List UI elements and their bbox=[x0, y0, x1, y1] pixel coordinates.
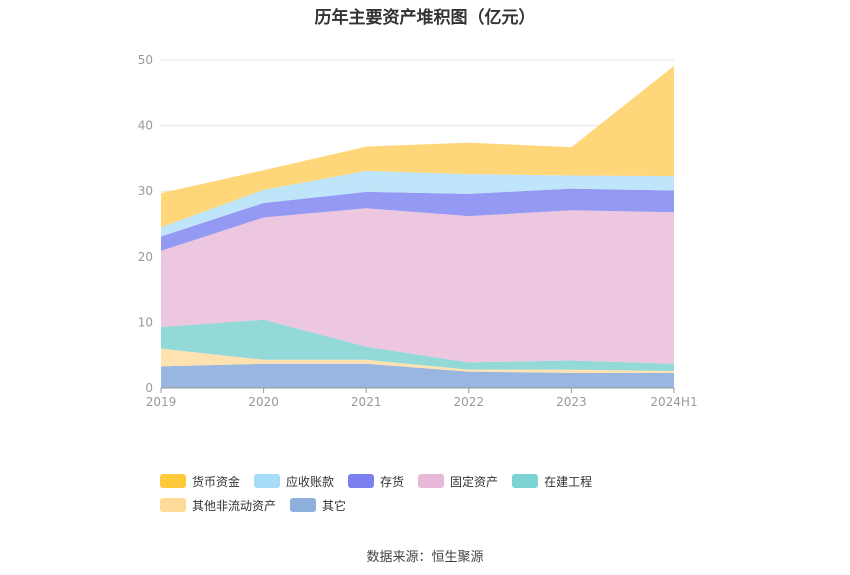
legend-item[interactable]: 在建工程 bbox=[512, 473, 592, 489]
x-tick-label: 2020 bbox=[248, 395, 279, 409]
legend-label: 其他非流动资产 bbox=[192, 498, 277, 513]
axes: 0 10 20 30 40 50 2019 2020 2021 2022 2023 2024H1 bbox=[138, 53, 698, 409]
chart-title: 历年主要资产堆积图（亿元） bbox=[314, 8, 536, 28]
legend-swatch bbox=[160, 474, 186, 488]
legend-swatch bbox=[418, 474, 445, 488]
x-tick-label: 2024H1 bbox=[650, 395, 697, 409]
x-tick-label: 2021 bbox=[351, 395, 382, 409]
x-tick-label: 2023 bbox=[556, 395, 587, 409]
area-series bbox=[161, 188, 674, 251]
legend-label: 存货 bbox=[380, 474, 405, 489]
source-note: 数据来源：恒生聚源 bbox=[366, 550, 484, 565]
area-series bbox=[161, 170, 674, 237]
y-tick-label: 40 bbox=[138, 119, 153, 133]
legend-item[interactable]: 存货 bbox=[348, 473, 404, 489]
area-series bbox=[161, 348, 674, 373]
x-tick-label: 2022 bbox=[454, 395, 485, 409]
y-tick-label: 0 bbox=[145, 381, 153, 395]
legend: 货币资金 应收账款 存货 固定资产 在建工程其他非流动资产 其它 bbox=[160, 473, 720, 521]
area-series bbox=[161, 208, 674, 364]
y-tick-label: 10 bbox=[138, 315, 153, 329]
legend-swatch bbox=[254, 474, 281, 488]
legend-label: 固定资产 bbox=[450, 474, 499, 489]
legend-item[interactable]: 固定资产 bbox=[418, 473, 498, 489]
y-tick-label: 50 bbox=[138, 53, 153, 67]
legend-item[interactable]: 其他非流动资产 bbox=[160, 497, 276, 513]
legend-item[interactable]: 其它 bbox=[290, 497, 346, 513]
legend-item[interactable]: 货币资金 bbox=[160, 473, 240, 489]
area-series bbox=[161, 363, 674, 388]
area-series bbox=[161, 319, 674, 371]
legend-swatch bbox=[512, 474, 539, 488]
area-series bbox=[161, 65, 674, 228]
legend-swatch bbox=[160, 498, 186, 512]
y-tick-label: 30 bbox=[138, 184, 153, 198]
legend-swatch bbox=[348, 474, 375, 488]
legend-label: 其它 bbox=[322, 498, 347, 513]
legend-label: 货币资金 bbox=[192, 474, 241, 489]
legend-swatch bbox=[290, 498, 317, 512]
legend-item[interactable]: 应收账款 bbox=[254, 473, 334, 489]
legend-label: 应收账款 bbox=[286, 474, 335, 489]
area-series-group bbox=[161, 65, 674, 388]
x-tick-label: 2019 bbox=[146, 395, 177, 409]
y-tick-label: 20 bbox=[138, 250, 153, 264]
legend-label: 在建工程 bbox=[544, 474, 593, 489]
